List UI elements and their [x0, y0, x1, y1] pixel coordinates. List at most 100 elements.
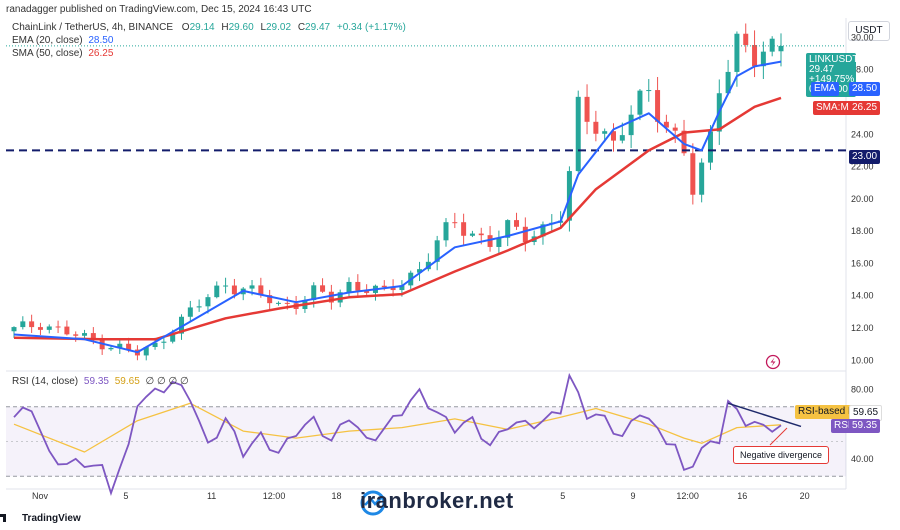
price-tick-label: 28.00	[851, 65, 874, 75]
symbol-name: ChainLink / TetherUS, 4h, BINANCE	[12, 22, 174, 33]
rsi-ma-tag-label: RSI-based MA	[798, 406, 864, 417]
candle-body	[223, 285, 229, 287]
rsi-ma-line	[13, 402, 782, 453]
candle-body	[487, 235, 493, 247]
candle-body	[681, 130, 687, 154]
open-value: 29.14	[189, 22, 215, 33]
candle-body	[82, 333, 88, 336]
rsi-axis-tag: RSI	[831, 419, 854, 433]
candle-body	[29, 321, 35, 328]
candle-body	[267, 295, 273, 304]
high-value: 29.60	[228, 22, 254, 33]
rsi-lines	[13, 372, 802, 496]
price-tag-price: 29.47	[809, 64, 835, 75]
support-axis-tag: 23.00	[849, 150, 881, 164]
rsi-ma-legend-value: 59.65	[114, 376, 140, 387]
divergence-annotation: Negative divergence	[733, 446, 830, 464]
axis-marks: 10.00 12.00 14.00 16.00 18.00 20.00 22.00 24.00…	[32, 32, 874, 501]
candle-body	[161, 341, 167, 343]
currency-selector[interactable]: USDT	[848, 21, 890, 41]
price-tick-label: 30.00	[851, 32, 874, 42]
tradingview-logo-icon	[0, 514, 6, 522]
candle-body	[540, 224, 546, 237]
candle-body	[752, 44, 758, 67]
time-tick-label: 5	[560, 491, 565, 501]
ema-axis-value: 28.50	[849, 82, 881, 96]
candle-body	[663, 121, 669, 128]
candle-body	[461, 222, 467, 236]
candle-body	[690, 153, 696, 195]
lightning-icon[interactable]	[765, 354, 781, 370]
rsi-tick-label: 80.00	[851, 384, 874, 394]
rsi-ma-axis-tag: RSI-based MA	[795, 405, 867, 419]
change-value: +0.34 (+1.17%)	[336, 22, 406, 33]
candle-body	[355, 281, 361, 291]
time-tick-label: 16	[737, 491, 747, 501]
candle-body	[346, 281, 352, 293]
ema-legend-label: EMA (20, close)	[12, 35, 83, 46]
candle-body	[610, 131, 616, 141]
candles	[11, 23, 784, 361]
candle-body	[646, 90, 652, 92]
candle-body	[514, 220, 520, 227]
rsi-axis-value: 59.35	[849, 419, 881, 433]
candle-body	[672, 127, 678, 131]
candle-body	[64, 326, 70, 335]
time-tick-label: 11	[207, 491, 216, 501]
candle-body	[584, 96, 590, 122]
price-tag-symbol: LINKUSDT	[809, 54, 859, 65]
candle-body	[258, 285, 264, 296]
rsi-legend-extra: ∅ ∅ ∅ ∅	[145, 376, 189, 387]
rsi-legend: RSI (14, close) 59.35 59.65 ∅ ∅ ∅ ∅	[12, 376, 189, 387]
candle-body	[37, 327, 43, 330]
candle-body	[593, 121, 599, 134]
candle-body	[619, 135, 625, 141]
ema-line	[13, 60, 782, 354]
divergence-line	[727, 402, 802, 428]
price-tag-pct: +149.75%	[809, 74, 855, 85]
time-tick-label: 18	[331, 491, 341, 501]
close-label: C	[297, 22, 306, 33]
candle-body	[55, 326, 61, 328]
candle-body	[231, 285, 237, 295]
symbol-legend: ChainLink / TetherUS, 4h, BINANCE O29.14…	[12, 22, 406, 33]
tradingview-brand: TradingView	[22, 513, 81, 524]
candle-body	[46, 326, 52, 330]
candle-body	[399, 285, 405, 291]
close-value: 29.47	[305, 22, 331, 33]
price-tick-label: 14.00	[851, 291, 874, 301]
candle-body	[320, 285, 326, 292]
open-label: O	[181, 22, 190, 33]
candle-body	[505, 220, 511, 238]
candle-body	[734, 33, 740, 72]
sma-line	[13, 96, 782, 341]
sma-axis-value: 26.25	[849, 101, 881, 115]
candle-body	[117, 343, 123, 348]
price-tick-label: 10.00	[851, 355, 874, 365]
price-tick-label: 12.00	[851, 323, 874, 333]
candle-body	[434, 240, 440, 262]
candle-body	[11, 327, 17, 332]
price-tick-label: 16.00	[851, 258, 874, 268]
price-tick-label: 18.00	[851, 226, 874, 236]
time-tick-label: 12:00	[263, 491, 286, 501]
ema-axis-tag: EMA	[811, 82, 839, 96]
candle-body	[575, 96, 581, 172]
candle-body	[90, 333, 96, 340]
candle-body	[311, 285, 317, 301]
divergence-pointer	[769, 427, 788, 446]
price-tick-label: 22.00	[851, 162, 874, 172]
candle-body	[469, 233, 475, 236]
candle-body	[743, 33, 749, 45]
watermark-text: iranbroker.net	[360, 488, 514, 513]
watermark-logo-icon	[360, 490, 386, 516]
price-tick-label: 24.00	[851, 129, 874, 139]
rsi-legend-label: RSI (14, close)	[12, 376, 79, 387]
sma-legend-value: 26.25	[88, 48, 114, 59]
low-label: L	[260, 22, 266, 33]
candle-body	[699, 162, 705, 195]
candle-body	[452, 222, 458, 224]
candle-body	[769, 38, 775, 52]
candle-body	[170, 333, 176, 342]
candle-body	[760, 51, 766, 67]
